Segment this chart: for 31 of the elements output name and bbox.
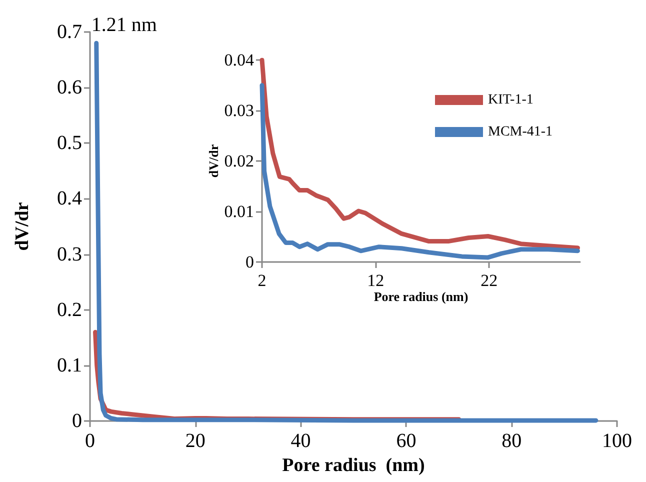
line-series [260, 83, 580, 260]
y-tick-label: 0.01 [224, 202, 254, 221]
y-tick-label: 0.3 [57, 243, 82, 266]
y-tick-label: 0.7 [57, 21, 82, 43]
x-tick-label: 60 [396, 430, 416, 452]
y-tick-label: 0.5 [57, 132, 82, 154]
x-tick-label: 20 [185, 430, 206, 452]
x-tick-label: 22 [480, 271, 498, 290]
y-tick-label: 0 [246, 252, 254, 272]
y-axis-title: dV/dr [12, 202, 33, 251]
line-series [260, 58, 580, 250]
y-tick-label: 0.1 [57, 354, 82, 376]
annotation: 1.21 nm [91, 14, 158, 36]
y-tick-label: 0.03 [224, 101, 254, 120]
y-tick-label: 0.2 [57, 298, 82, 321]
x-tick-label: 100 [602, 430, 632, 452]
x-axis-title: Pore radius (nm) [282, 454, 425, 476]
y-tick-label: 0.02 [224, 152, 254, 170]
x-tick-label: 12 [367, 271, 384, 290]
x-axis-title: Pore radius (nm) [374, 288, 468, 304]
line-series [94, 40, 598, 423]
x-tick-label: 80 [502, 430, 522, 452]
x-tick-label: 2 [258, 271, 266, 290]
y-tick-label: 0.6 [57, 76, 82, 99]
legend-label: KIT-1-1 [488, 92, 534, 108]
y-tick-label: 0 [72, 410, 82, 432]
legend-label: MCM-41-1 [488, 124, 553, 140]
y-axis-title: dV/dr [206, 144, 221, 178]
y-tick-label: 0.4 [57, 188, 82, 210]
y-tick-label: 0.04 [224, 50, 254, 70]
x-tick-label: 40 [290, 430, 311, 452]
